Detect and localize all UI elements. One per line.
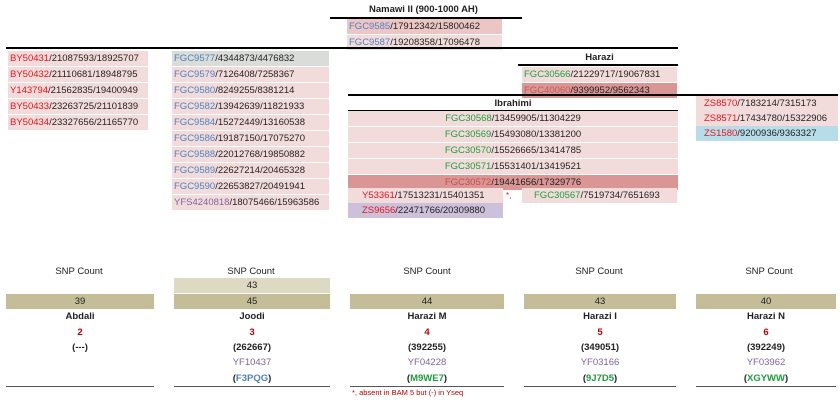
col5-row-2: ZS1580/9200936/9363327 <box>696 126 838 141</box>
col2-row-5: FGC9586/19187150/17075270 <box>172 131 329 146</box>
code-harazi-i: (9J7D5) <box>582 373 618 384</box>
namawi-row-1: FGC9587/19208358/17096478 <box>347 35 502 50</box>
main-rule <box>6 47 678 49</box>
harazi-rule <box>518 64 678 66</box>
harazi-row-0: FGC30566/21229717/19067831 <box>522 67 677 82</box>
snp-id: FGC9587 <box>349 37 391 48</box>
ibrahimi-row-3: FGC30571/15531401/13419521 <box>348 159 678 174</box>
num-joodi: 3 <box>249 327 255 338</box>
yf-harazi-i: YF03166 <box>580 357 620 368</box>
joodi-extra-count: 43 <box>174 278 330 293</box>
id-harazi-m: (392255) <box>407 342 447 353</box>
num-harazi-m: 4 <box>424 327 430 338</box>
col2-row-4: FGC9584/15272449/13160538 <box>172 115 329 130</box>
snp-count-label: SNP Count <box>575 266 623 277</box>
ibrahimi-title: Ibrahimi <box>494 98 532 109</box>
col2-row-2: FGC9580/8249255/8381214 <box>172 83 329 98</box>
bottom-rule <box>524 386 676 387</box>
col2-row-6: FGC9588/22012768/19850882 <box>172 147 329 162</box>
snp-id: FGC9585 <box>349 21 391 32</box>
code-harazi-n: (XGYWW) <box>743 373 789 384</box>
id-harazi-n: (392249) <box>746 342 786 353</box>
snp-count-label: SNP Count <box>745 266 793 277</box>
bottom-rule <box>6 386 154 387</box>
col1-row-0: BY50431/21087593/18925707 <box>8 51 148 66</box>
ibrahimi-row-4: FGC30572/19441656/17329776 <box>348 175 678 190</box>
footnote: *, absent in BAM 5 but (-) in Yseq <box>352 388 464 397</box>
yf-joodi: YF10437 <box>232 357 272 368</box>
id-abdali: (---) <box>72 342 88 353</box>
namawi-row-0: FGC9585/17912342/15800462 <box>347 19 502 34</box>
col2-row-8: FGC9590/22653827/20491941 <box>172 179 329 194</box>
count-joodi: 45 <box>174 294 330 309</box>
num-abdali: 2 <box>77 327 83 338</box>
bottom-rule <box>174 386 330 387</box>
col2-row-0: FGC9577/4344873/4476832 <box>172 51 329 66</box>
count-abdali: 39 <box>6 294 154 309</box>
col1-row-4: BY50434/23327656/21165770 <box>8 115 148 130</box>
col5-row-1: ZS8571/17434780/15322906 <box>696 111 838 126</box>
namawi-title: Namawi II (900-1000 AH) <box>369 4 478 15</box>
name-harazi-i: Harazi I <box>583 311 617 322</box>
id-harazi-i: (349051) <box>580 342 620 353</box>
num-harazi-n: 6 <box>763 327 769 338</box>
zs9656-row: ZS9656/22471766/20309880 <box>348 203 503 218</box>
namawi-rule <box>330 17 522 19</box>
snp-count-label: SNP Count <box>55 266 103 277</box>
id-joodi: (262667) <box>232 342 272 353</box>
ibrahimi-row-2: FGC30570/15526665/13414785 <box>348 143 678 158</box>
count-harazi-m: 44 <box>350 294 504 309</box>
col2-row-9: YFS4240818/18075466/15963586 <box>172 195 329 210</box>
col2-row-3: FGC9582/13942639/11821933 <box>172 99 329 114</box>
snp-count-label: SNP Count <box>227 266 275 277</box>
code-harazi-m: (M9WE7) <box>406 373 448 384</box>
code-joodi: (F3PQG) <box>232 373 272 384</box>
count-harazi-i: 43 <box>524 294 676 309</box>
snp-count-label: SNP Count <box>403 266 451 277</box>
num-harazi-i: 5 <box>597 327 603 338</box>
col1-row-2: Y143794/21562835/19400949 <box>8 83 148 98</box>
y53361-row: Y53361/17513231/15401351 <box>348 188 503 203</box>
col2-row-7: FGC9589/22627214/20465328 <box>172 163 329 178</box>
name-harazi-m: Harazi M <box>407 311 447 322</box>
ibrahimi-row-1: FGC30569/15493080/13381200 <box>348 127 678 142</box>
ibrahimi-rule-top <box>348 94 838 96</box>
count-harazi-n: 40 <box>696 294 836 309</box>
footnote-marker: *, <box>506 191 512 200</box>
col1-row-3: BY50433/23263725/21101839 <box>8 99 148 114</box>
name-joodi: Joodi <box>239 311 265 322</box>
fgc30567-row: FGC30567/7519734/7651693 <box>522 188 677 203</box>
col5-row-0: ZS8570/7183214/7315173 <box>696 96 838 111</box>
ibrahimi-row-0: FGC30568/13459905/11304229 <box>348 111 678 126</box>
yf-harazi-n: YF03962 <box>746 357 786 368</box>
name-abdali: Abdali <box>65 311 95 322</box>
harazi-title: Harazi <box>585 52 614 63</box>
yf-harazi-m: YF04228 <box>407 357 447 368</box>
col1-row-1: BY50432/21110681/18948795 <box>8 67 148 82</box>
name-harazi-n: Harazi N <box>746 311 785 322</box>
col2-row-1: FGC9579/7126408/7258367 <box>172 67 329 82</box>
bottom-rule <box>350 386 504 387</box>
bottom-rule <box>696 386 836 387</box>
